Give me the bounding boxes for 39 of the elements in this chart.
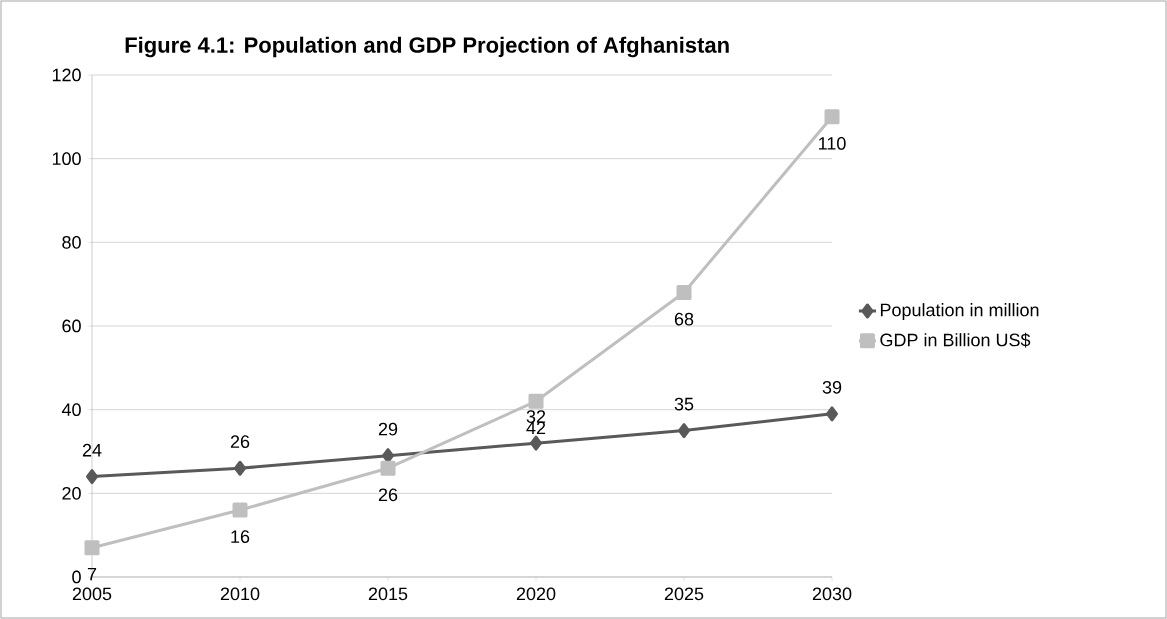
data-label: 35 — [674, 397, 694, 411]
data-label: 16 — [231, 530, 250, 544]
data-label: 24 — [82, 443, 102, 457]
y-tick-label: 0 — [72, 570, 81, 584]
data-label: 68 — [674, 312, 694, 326]
y-tick-label: 60 — [62, 319, 81, 333]
point — [234, 460, 246, 476]
data-label: 42 — [526, 421, 546, 435]
point — [678, 423, 691, 439]
y-tick-label: 100 — [52, 152, 81, 166]
data-label: 29 — [378, 422, 398, 436]
point — [232, 502, 248, 518]
point — [676, 285, 692, 301]
point — [824, 109, 840, 125]
chart-title: Figure 4.1: Population and GDP Projection of Afghanistan — [125, 36, 729, 58]
x-tick-label: 2030 — [812, 587, 852, 601]
y-tick-label: 120 — [52, 68, 81, 82]
data-label: 26 — [230, 435, 250, 449]
legend-label: GDP in Billion US$ — [880, 332, 1031, 348]
data-label: 7 — [87, 567, 97, 581]
data-label: 39 — [822, 380, 842, 394]
point — [380, 460, 396, 476]
y-tick-label: 40 — [61, 403, 81, 417]
x-tick-label: 2010 — [220, 587, 260, 601]
legend-label: Population in million — [880, 303, 1039, 320]
data-label: 110 — [819, 137, 846, 150]
x-tick-label: 2005 — [72, 587, 112, 601]
point — [86, 469, 98, 485]
data-label: 26 — [378, 488, 398, 502]
point — [528, 393, 544, 409]
y-tick-label: 80 — [62, 235, 81, 249]
point — [826, 406, 839, 422]
point — [84, 540, 100, 556]
point — [530, 435, 542, 451]
data-label: 32 — [526, 410, 546, 423]
y-tick-label: 20 — [62, 486, 81, 500]
x-tick-label: 2025 — [664, 587, 704, 601]
x-tick-label: 2015 — [368, 587, 408, 601]
x-tick-label: 2020 — [516, 587, 556, 601]
